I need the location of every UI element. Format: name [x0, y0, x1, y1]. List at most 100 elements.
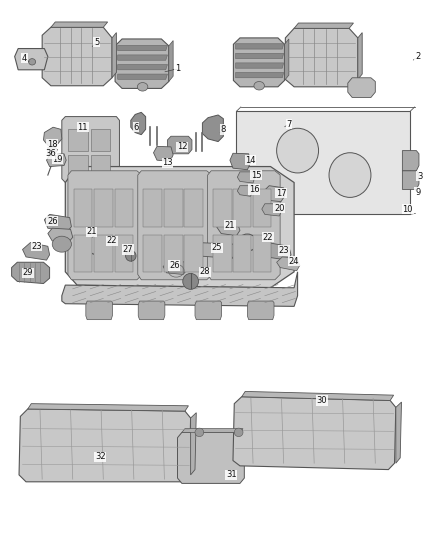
Text: 7: 7 — [286, 119, 292, 128]
Polygon shape — [237, 172, 255, 183]
Text: 29: 29 — [22, 269, 33, 277]
Polygon shape — [112, 33, 117, 78]
Polygon shape — [118, 55, 167, 60]
Polygon shape — [217, 221, 240, 236]
Text: 30: 30 — [316, 396, 327, 405]
Text: 27: 27 — [123, 245, 134, 254]
Polygon shape — [115, 39, 169, 88]
Text: 22: 22 — [263, 233, 273, 242]
Polygon shape — [286, 28, 358, 87]
Polygon shape — [263, 185, 285, 201]
Bar — [213, 235, 232, 272]
Text: 26: 26 — [169, 261, 180, 270]
Text: 17: 17 — [276, 189, 286, 198]
Polygon shape — [237, 111, 410, 214]
Text: 21: 21 — [225, 221, 235, 230]
Bar — [115, 189, 133, 227]
Polygon shape — [396, 402, 402, 463]
Polygon shape — [294, 23, 353, 28]
Polygon shape — [19, 409, 191, 482]
Ellipse shape — [138, 83, 148, 91]
Bar — [184, 235, 203, 272]
Polygon shape — [62, 272, 297, 306]
Polygon shape — [233, 38, 285, 87]
Ellipse shape — [28, 59, 35, 65]
Ellipse shape — [254, 82, 265, 90]
Bar — [253, 235, 272, 272]
Ellipse shape — [195, 428, 204, 437]
Polygon shape — [236, 72, 284, 78]
Polygon shape — [348, 78, 375, 98]
Bar — [115, 235, 133, 272]
Polygon shape — [277, 257, 300, 271]
Polygon shape — [131, 112, 146, 135]
Polygon shape — [138, 171, 212, 280]
Text: 32: 32 — [95, 453, 106, 462]
Polygon shape — [43, 127, 62, 146]
Polygon shape — [169, 41, 173, 82]
Polygon shape — [195, 301, 222, 320]
Text: 14: 14 — [245, 156, 256, 165]
Text: 12: 12 — [177, 142, 187, 151]
Polygon shape — [44, 214, 71, 232]
Bar — [91, 155, 110, 176]
Text: 3: 3 — [417, 172, 423, 181]
Polygon shape — [51, 22, 108, 27]
Text: 25: 25 — [212, 244, 222, 253]
Polygon shape — [236, 63, 284, 68]
Bar — [68, 155, 88, 176]
Polygon shape — [237, 185, 253, 196]
Polygon shape — [118, 45, 167, 51]
Polygon shape — [65, 166, 294, 288]
Polygon shape — [118, 64, 167, 70]
Text: 1: 1 — [175, 64, 180, 73]
Bar — [74, 189, 92, 227]
Bar — [164, 235, 183, 272]
Ellipse shape — [126, 251, 136, 261]
Text: 2: 2 — [415, 52, 420, 61]
Bar — [94, 235, 113, 272]
Polygon shape — [194, 243, 236, 259]
Polygon shape — [68, 171, 142, 280]
Polygon shape — [28, 403, 188, 411]
Text: 20: 20 — [274, 204, 285, 213]
Polygon shape — [236, 53, 284, 59]
Polygon shape — [191, 413, 196, 475]
Polygon shape — [118, 74, 167, 79]
Text: 15: 15 — [251, 171, 261, 180]
Ellipse shape — [277, 128, 318, 173]
Polygon shape — [263, 243, 291, 260]
Text: 26: 26 — [47, 217, 57, 226]
Text: 11: 11 — [78, 123, 88, 132]
Text: 31: 31 — [226, 471, 237, 479]
Polygon shape — [62, 117, 120, 182]
Polygon shape — [233, 397, 396, 470]
Text: 19: 19 — [52, 155, 63, 164]
Polygon shape — [14, 49, 48, 70]
Text: 6: 6 — [133, 123, 139, 132]
Polygon shape — [182, 429, 243, 432]
Bar — [94, 189, 113, 227]
Text: 24: 24 — [289, 257, 299, 265]
Polygon shape — [48, 228, 73, 243]
Bar — [184, 189, 203, 227]
Polygon shape — [230, 154, 251, 169]
Ellipse shape — [183, 273, 198, 289]
Bar — [68, 130, 88, 151]
Polygon shape — [242, 391, 394, 400]
Bar — [144, 189, 162, 227]
Polygon shape — [285, 39, 289, 80]
Text: 21: 21 — [86, 228, 97, 237]
Text: 23: 23 — [31, 242, 42, 251]
Text: 4: 4 — [22, 54, 27, 62]
Polygon shape — [22, 243, 49, 260]
Bar — [164, 189, 183, 227]
Polygon shape — [403, 171, 419, 189]
Polygon shape — [48, 147, 57, 155]
Text: 10: 10 — [403, 205, 413, 214]
Ellipse shape — [329, 153, 371, 197]
Ellipse shape — [52, 236, 71, 252]
Polygon shape — [403, 151, 419, 171]
Text: 18: 18 — [47, 140, 57, 149]
Text: 8: 8 — [221, 125, 226, 134]
